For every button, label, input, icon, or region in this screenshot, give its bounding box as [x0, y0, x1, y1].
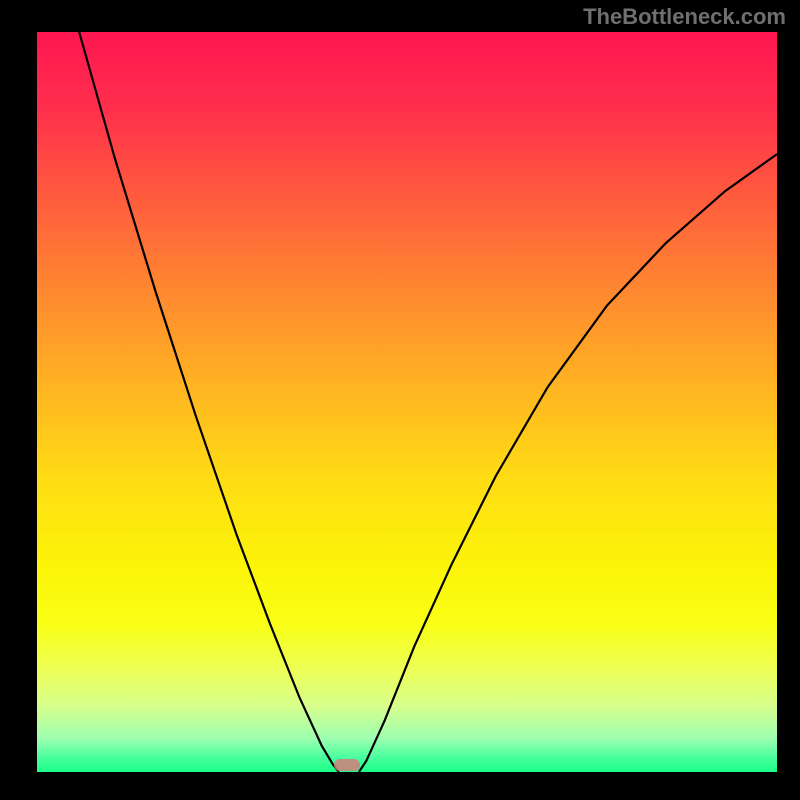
bottleneck-curve	[37, 32, 777, 772]
chart-plot-area	[37, 32, 777, 772]
watermark-text: TheBottleneck.com	[583, 4, 786, 30]
bottleneck-optimum-marker	[334, 759, 360, 771]
